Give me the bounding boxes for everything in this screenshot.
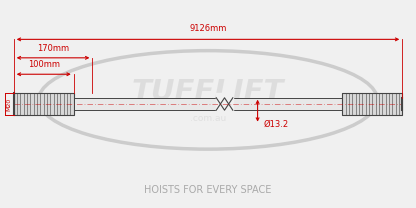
Bar: [342, 93, 402, 115]
Bar: [14, 93, 74, 115]
Text: TUFFLIFT: TUFFLIFT: [132, 78, 284, 106]
Text: 170mm: 170mm: [37, 44, 69, 53]
Text: 100mm: 100mm: [28, 60, 60, 69]
Text: Ø13.2: Ø13.2: [264, 120, 289, 129]
Text: .com.au: .com.au: [190, 114, 226, 123]
Bar: [233, 98, 402, 110]
Text: 9126mm: 9126mm: [189, 24, 227, 33]
Text: M20: M20: [6, 97, 11, 111]
Text: HOISTS FOR EVERY SPACE: HOISTS FOR EVERY SPACE: [144, 185, 272, 195]
Bar: [74, 98, 216, 110]
